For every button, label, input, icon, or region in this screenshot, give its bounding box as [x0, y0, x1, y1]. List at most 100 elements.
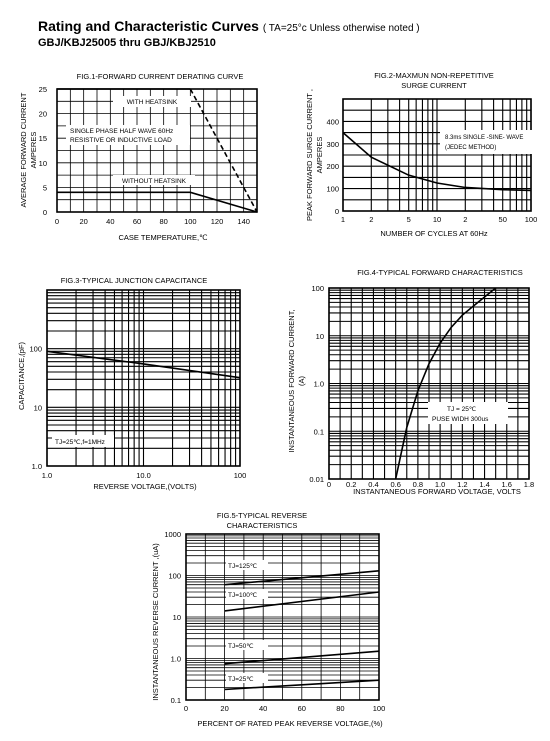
x-tick-label: 10 — [433, 215, 441, 224]
chart-title: FIG.3-TYPICAL JUNCTION CAPACITANCE — [61, 276, 208, 285]
annotation-bg — [52, 435, 114, 447]
annotation: PUSE WIDH 300us — [432, 416, 489, 423]
y-tick-label: 5 — [43, 183, 47, 192]
y-tick-label: 0 — [335, 207, 339, 216]
chart-title: FIG.4-TYPICAL FORWARD CHARACTERISTICS — [357, 268, 523, 277]
y-tick-label: 100 — [311, 284, 324, 293]
x-tick-label: 1 — [341, 215, 345, 224]
chart-title: CHARACTERISTICS — [227, 521, 298, 530]
y-tick-label: 300 — [326, 140, 339, 149]
chart-title: FIG.2-MAXMUN NON-REPETITIVE — [374, 71, 494, 80]
annotation: (JEDEC METHOD) — [445, 145, 496, 151]
y-tick-label: 10 — [173, 613, 181, 622]
y-tick-label: 100 — [29, 345, 42, 354]
series-line — [224, 569, 380, 586]
page-title-text: Rating and Characteristic Curves — [38, 18, 259, 34]
x-tick-label: 50 — [499, 215, 507, 224]
x-axis-label: REVERSE VOLTAGE,(VOLTS) — [93, 482, 197, 491]
y-tick-label: 400 — [326, 117, 339, 126]
x-tick-label: 2 — [369, 215, 373, 224]
x-tick-label: 1.6 — [502, 480, 512, 489]
x-axis-label: CASE TEMPERATURE,℃ — [119, 233, 209, 242]
x-tick-label: 100 — [373, 704, 386, 713]
y-tick-label: 100 — [168, 572, 181, 581]
annotation-bg — [226, 589, 268, 599]
y-tick-label: 15 — [39, 134, 47, 143]
x-tick-label: 1.2 — [457, 480, 467, 489]
annotation: SINGLE PHASE HALF WAVE 60Hz — [70, 128, 173, 135]
y-axis-label: (A) — [297, 376, 306, 387]
series-line — [394, 287, 497, 480]
x-tick-label: 0.8 — [413, 480, 423, 489]
annotation: WITHOUT HEATSINK — [122, 178, 187, 185]
conditions-note: ( TA=25°c Unless otherwise noted ) — [262, 23, 420, 34]
x-axis-label: PERCENT OF RATED PEAK REVERSE VOLTAGE,(%… — [197, 719, 383, 728]
y-axis-label: INSTANTANEOUS FORWARD CURRENT, — [287, 309, 296, 452]
annotation: WITH HEATSINK — [127, 99, 178, 106]
x-tick-label: 0.4 — [368, 480, 378, 489]
series-label: TJ=50℃ — [228, 643, 254, 650]
x-tick-label: 0 — [327, 480, 331, 489]
series-label: TJ=25℃ — [228, 676, 254, 683]
series-label: TJ=100℃ — [228, 592, 258, 599]
y-tick-label: 10 — [39, 159, 47, 168]
page-title: Rating and Characteristic Curves ( TA=25… — [38, 18, 420, 34]
annotation-bg — [113, 175, 195, 185]
y-tick-label: 0.1 — [171, 696, 181, 705]
y-tick-label: 1000 — [164, 530, 181, 539]
x-tick-label: 1.0 — [42, 471, 52, 480]
annotation-bg — [113, 96, 191, 107]
y-axis-label: PEAK FORWARD SURGE CURRENT , — [305, 89, 314, 221]
fig5-chart: 0 20 40 60 80 100 1000 100 10 1.0 0.1 FIG.5-TYPICAL… — [151, 511, 385, 728]
x-tick-label: 20 — [220, 704, 228, 713]
annotation: TJ = 25℃ — [447, 406, 477, 413]
y-axis-label: INSTANTANEOUS REVERSE CURRENT ,(uA) — [151, 543, 160, 701]
chart-title: SURGE CURRENT — [401, 81, 467, 90]
x-tick-label: 140 — [237, 217, 250, 226]
y-axis-label: AMPERES — [29, 132, 38, 169]
x-tick-label: 1.4 — [479, 480, 489, 489]
y-axis-label: CAPACITANCE,(pF) — [17, 341, 26, 410]
y-tick-label: 0.1 — [314, 427, 324, 436]
y-axis-label: AVERAGE FORWARD CURRENT — [19, 92, 28, 207]
y-tick-label: 1.0 — [314, 380, 324, 389]
plot-frame — [185, 533, 380, 701]
x-tick-label: 5 — [407, 215, 411, 224]
y-tick-label: 0.01 — [309, 475, 324, 484]
y-tick-label: 25 — [39, 85, 47, 94]
plot-frame — [342, 98, 532, 212]
series-line-dashed — [189, 88, 258, 213]
series-line — [57, 191, 258, 213]
series-line — [46, 350, 241, 379]
x-tick-label: 80 — [336, 704, 344, 713]
annotation: RESISTIVE OR INDUCTIVE LOAD — [70, 137, 172, 144]
y-tick-label: 1.0 — [171, 655, 181, 664]
x-tick-label: 40 — [259, 704, 267, 713]
series-label: TJ=125℃ — [228, 563, 258, 570]
y-tick-label: 20 — [39, 110, 47, 119]
annotation-bg — [226, 673, 268, 683]
plot-frame — [328, 287, 530, 480]
annotation-bg — [440, 130, 532, 154]
x-tick-label: 100 — [234, 471, 247, 480]
x-tick-label: 1.0 — [435, 480, 445, 489]
fig1-chart: 0 20 40 60 80 100 120 140 0 5 10 15 20 25 FIG.1-FORWAR… — [19, 72, 258, 242]
fig4-chart: 0 0.2 0.4 0.6 0.8 1.0 1.2 1.4 1.6 1.8 100 10 1.0 0.1 0… — [287, 268, 534, 496]
x-tick-label: 80 — [159, 217, 167, 226]
y-tick-label: 0 — [43, 208, 47, 217]
plot-frame — [46, 289, 241, 467]
part-range-subtitle: GBJ/KBJ25005 thru GBJ/KBJ2510 — [38, 37, 216, 49]
x-tick-label: 120 — [211, 217, 224, 226]
fig3-chart: 1.0 10.0 100 100 10 1.0 FIG.3-TYPICAL JUNCTION… — [17, 276, 246, 491]
x-tick-label: 0 — [184, 704, 188, 713]
x-axis-label: NUMBER OF CYCLES AT 60Hz — [380, 229, 487, 238]
y-tick-label: 10 — [316, 332, 324, 341]
annotation-bg — [428, 402, 508, 424]
series-line — [224, 591, 380, 612]
x-tick-label: 10.0 — [136, 471, 151, 480]
y-tick-label: 1.0 — [32, 462, 42, 471]
annotation-bg — [226, 560, 268, 570]
chart-title: FIG.5-TYPICAL REVERSE — [217, 511, 307, 520]
x-tick-label: 40 — [106, 217, 114, 226]
